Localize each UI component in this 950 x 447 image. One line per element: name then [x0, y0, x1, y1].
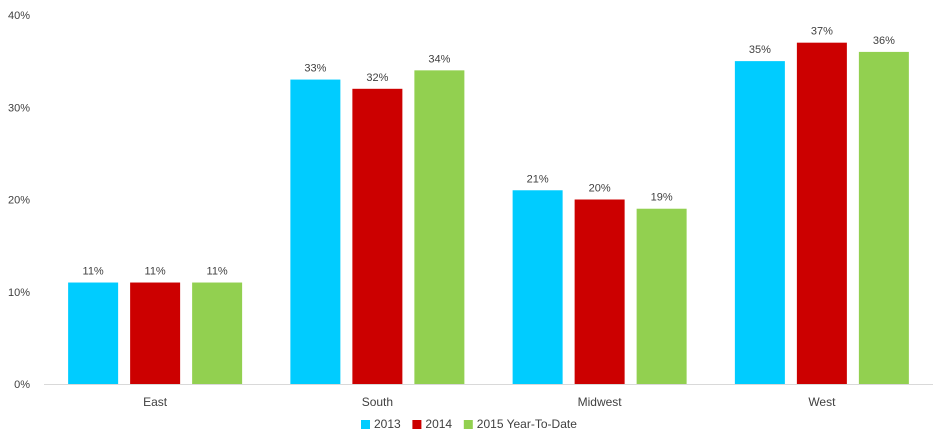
bars — [68, 42, 909, 385]
data-label: 35% — [749, 44, 771, 56]
legend-label: 2013 — [374, 417, 401, 431]
y-axis: 0% 10% 20% 30% 40% — [8, 10, 30, 391]
bar-west-2013 — [734, 61, 785, 384]
data-label: 34% — [428, 53, 450, 65]
bar-east-2013 — [68, 282, 119, 384]
bar-east-2014 — [130, 282, 181, 384]
bar-south-2014 — [352, 88, 403, 385]
bar-south-2015-year-to-date — [414, 70, 465, 384]
y-tick-label: 20% — [8, 195, 30, 207]
x-category-label: West — [808, 395, 836, 409]
x-axis: East South Midwest West — [44, 384, 933, 409]
x-category-label: East — [143, 395, 168, 409]
data-label: 32% — [366, 72, 388, 84]
data-label: 11% — [83, 266, 104, 278]
bar-midwest-2013 — [512, 190, 563, 384]
data-label: 19% — [651, 192, 673, 204]
legend-swatch — [463, 420, 473, 429]
bar-west-2014 — [796, 42, 847, 385]
data-label: 20% — [589, 183, 611, 195]
data-labels: 11% 11% 11% 33% 32% 34% 21% 20% 19% 35% 37% 36% — [83, 26, 896, 278]
x-category-label: Midwest — [578, 395, 623, 409]
legend-label: 2014 — [425, 417, 452, 431]
bar-west-2015-year-to-date — [858, 51, 909, 385]
y-tick-label: 0% — [14, 379, 30, 391]
data-label: 21% — [527, 173, 549, 185]
x-category-label: South — [362, 395, 393, 409]
legend-swatch — [361, 420, 370, 429]
legend-swatch — [412, 420, 422, 429]
legend-label: 2015 Year-To-Date — [477, 417, 577, 431]
y-tick-label: 40% — [8, 10, 30, 22]
bar-midwest-2015-year-to-date — [636, 208, 687, 384]
data-label: 11% — [145, 266, 166, 278]
data-label: 33% — [304, 63, 326, 75]
bar-midwest-2014 — [574, 199, 625, 384]
data-label: 36% — [873, 35, 895, 47]
bar-south-2013 — [290, 79, 341, 384]
bar-east-2015-year-to-date — [192, 282, 243, 384]
legend: 2013 2014 2015 Year-To-Date — [361, 417, 577, 431]
y-tick-label: 10% — [8, 287, 30, 299]
data-label: 37% — [811, 26, 833, 38]
data-label: 11% — [207, 266, 228, 278]
y-tick-label: 30% — [8, 102, 30, 114]
